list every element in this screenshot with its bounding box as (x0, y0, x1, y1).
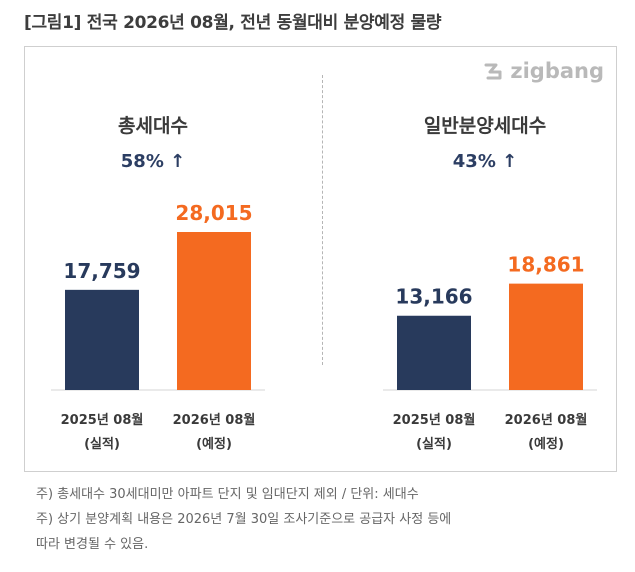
category-label: 2026년 08월 (505, 412, 588, 428)
data-label: 17,759 (63, 259, 140, 283)
data-label: 18,861 (507, 253, 584, 277)
footnote-1: 주) 총세대수 30세대미만 아파트 단지 및 임대단지 제외 / 단위: 세대… (36, 487, 419, 502)
category-label: 2025년 08월 (393, 412, 476, 428)
category-note: (실적) (84, 436, 120, 452)
panel-title: 총세대수 (118, 115, 188, 137)
bar (397, 315, 471, 390)
panel-divider (322, 75, 323, 365)
zigbang-logo: zigbang (482, 59, 604, 83)
bar-charts: 총세대수 58% ↑ 17,759 2025년 08월 (실적) 28,015 2026년 … (51, 115, 597, 452)
logo-text: zigbang (510, 59, 604, 83)
chart-title: [그림1] 전국 2026년 08월, 전년 동월대비 분양예정 물량 (24, 13, 442, 33)
bar (177, 232, 251, 390)
category-note: (예정) (196, 436, 232, 452)
zigbang-logo-icon (484, 63, 502, 80)
footnote-2: 주) 상기 분양계획 내용은 2026년 7월 30일 조사기준으로 공급자 사… (36, 512, 452, 527)
category-label: 2026년 08월 (173, 412, 256, 428)
chart-frame: zigbang 총세대수 58% ↑ 17,759 2025년 08월 (실적) 28,0… (24, 46, 617, 472)
bar (509, 283, 583, 390)
footnotes: 주) 총세대수 30세대미만 아파트 단지 및 임대단지 제외 / 단위: 세대… (36, 482, 451, 557)
category-label: 2025년 08월 (61, 412, 144, 428)
panel-title: 일반분양세대수 (424, 115, 546, 137)
change-label: 43% ↑ (453, 151, 517, 172)
data-label: 13,166 (395, 285, 472, 309)
change-label: 58% ↑ (121, 151, 185, 172)
category-note: (실적) (416, 436, 452, 452)
bar (65, 289, 139, 390)
category-note: (예정) (528, 436, 564, 452)
footnote-3: 따라 변경될 수 있음. (36, 537, 149, 552)
data-label: 28,015 (175, 201, 252, 225)
